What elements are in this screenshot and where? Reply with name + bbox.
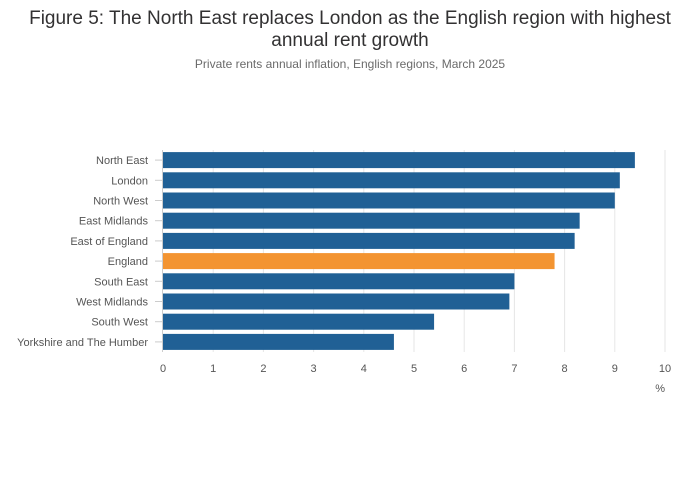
- category-label-north-west: North West: [93, 196, 148, 208]
- bar-north-west: [163, 192, 615, 209]
- category-label-south-east: South East: [94, 276, 148, 288]
- category-label-london: London: [111, 175, 148, 187]
- x-axis-unit-label: %: [655, 383, 665, 395]
- category-label-east-of-england: East of England: [70, 236, 148, 248]
- bar-west-midlands: [163, 293, 510, 310]
- x-tick-label-1: 1: [210, 363, 216, 375]
- x-tick-label-8: 8: [562, 363, 568, 375]
- bars: [163, 152, 635, 350]
- category-label-yorkshire-and-the-humber: Yorkshire and The Humber: [17, 337, 148, 349]
- x-tick-label-2: 2: [260, 363, 266, 375]
- category-label-north-east: North East: [96, 155, 148, 167]
- chart-title-line-2: annual rent growth: [271, 30, 429, 51]
- x-tick-label-9: 9: [612, 363, 618, 375]
- bar-north-east: [163, 152, 635, 169]
- category-label-england: England: [108, 256, 148, 268]
- x-tick-label-7: 7: [511, 363, 517, 375]
- x-tick-label-4: 4: [361, 363, 367, 375]
- bar-east-midlands: [163, 212, 580, 229]
- category-label-east-midlands: East Midlands: [79, 216, 149, 228]
- chart-title-line-1: Figure 5: The North East replaces London…: [29, 8, 671, 29]
- category-label-west-midlands: West Midlands: [76, 297, 148, 309]
- x-tick-label-5: 5: [411, 363, 417, 375]
- category-labels: North East London North West East Midlands E…: [17, 155, 148, 349]
- y-axis-line: [155, 150, 163, 352]
- bar-east-of-england: [163, 232, 575, 249]
- bar-south-west: [163, 313, 435, 330]
- x-tick-label-3: 3: [311, 363, 317, 375]
- bar-england: [163, 253, 555, 270]
- bar-south-east: [163, 273, 515, 290]
- x-tick-label-6: 6: [461, 363, 467, 375]
- x-tick-label-0: 0: [160, 363, 166, 375]
- x-tick-label-10: 10: [659, 363, 671, 375]
- category-label-south-west: South West: [91, 317, 148, 329]
- bar-london: [163, 172, 620, 189]
- bar-yorkshire-and-the-humber: [163, 333, 394, 350]
- chart-title: Figure 5: The North East replaces London…: [0, 8, 700, 52]
- x-tick-labels: 0 1 2 3 4 5 6 7 8 9 10: [160, 363, 671, 375]
- chart-subtitle: Private rents annual inflation, English …: [194, 57, 506, 71]
